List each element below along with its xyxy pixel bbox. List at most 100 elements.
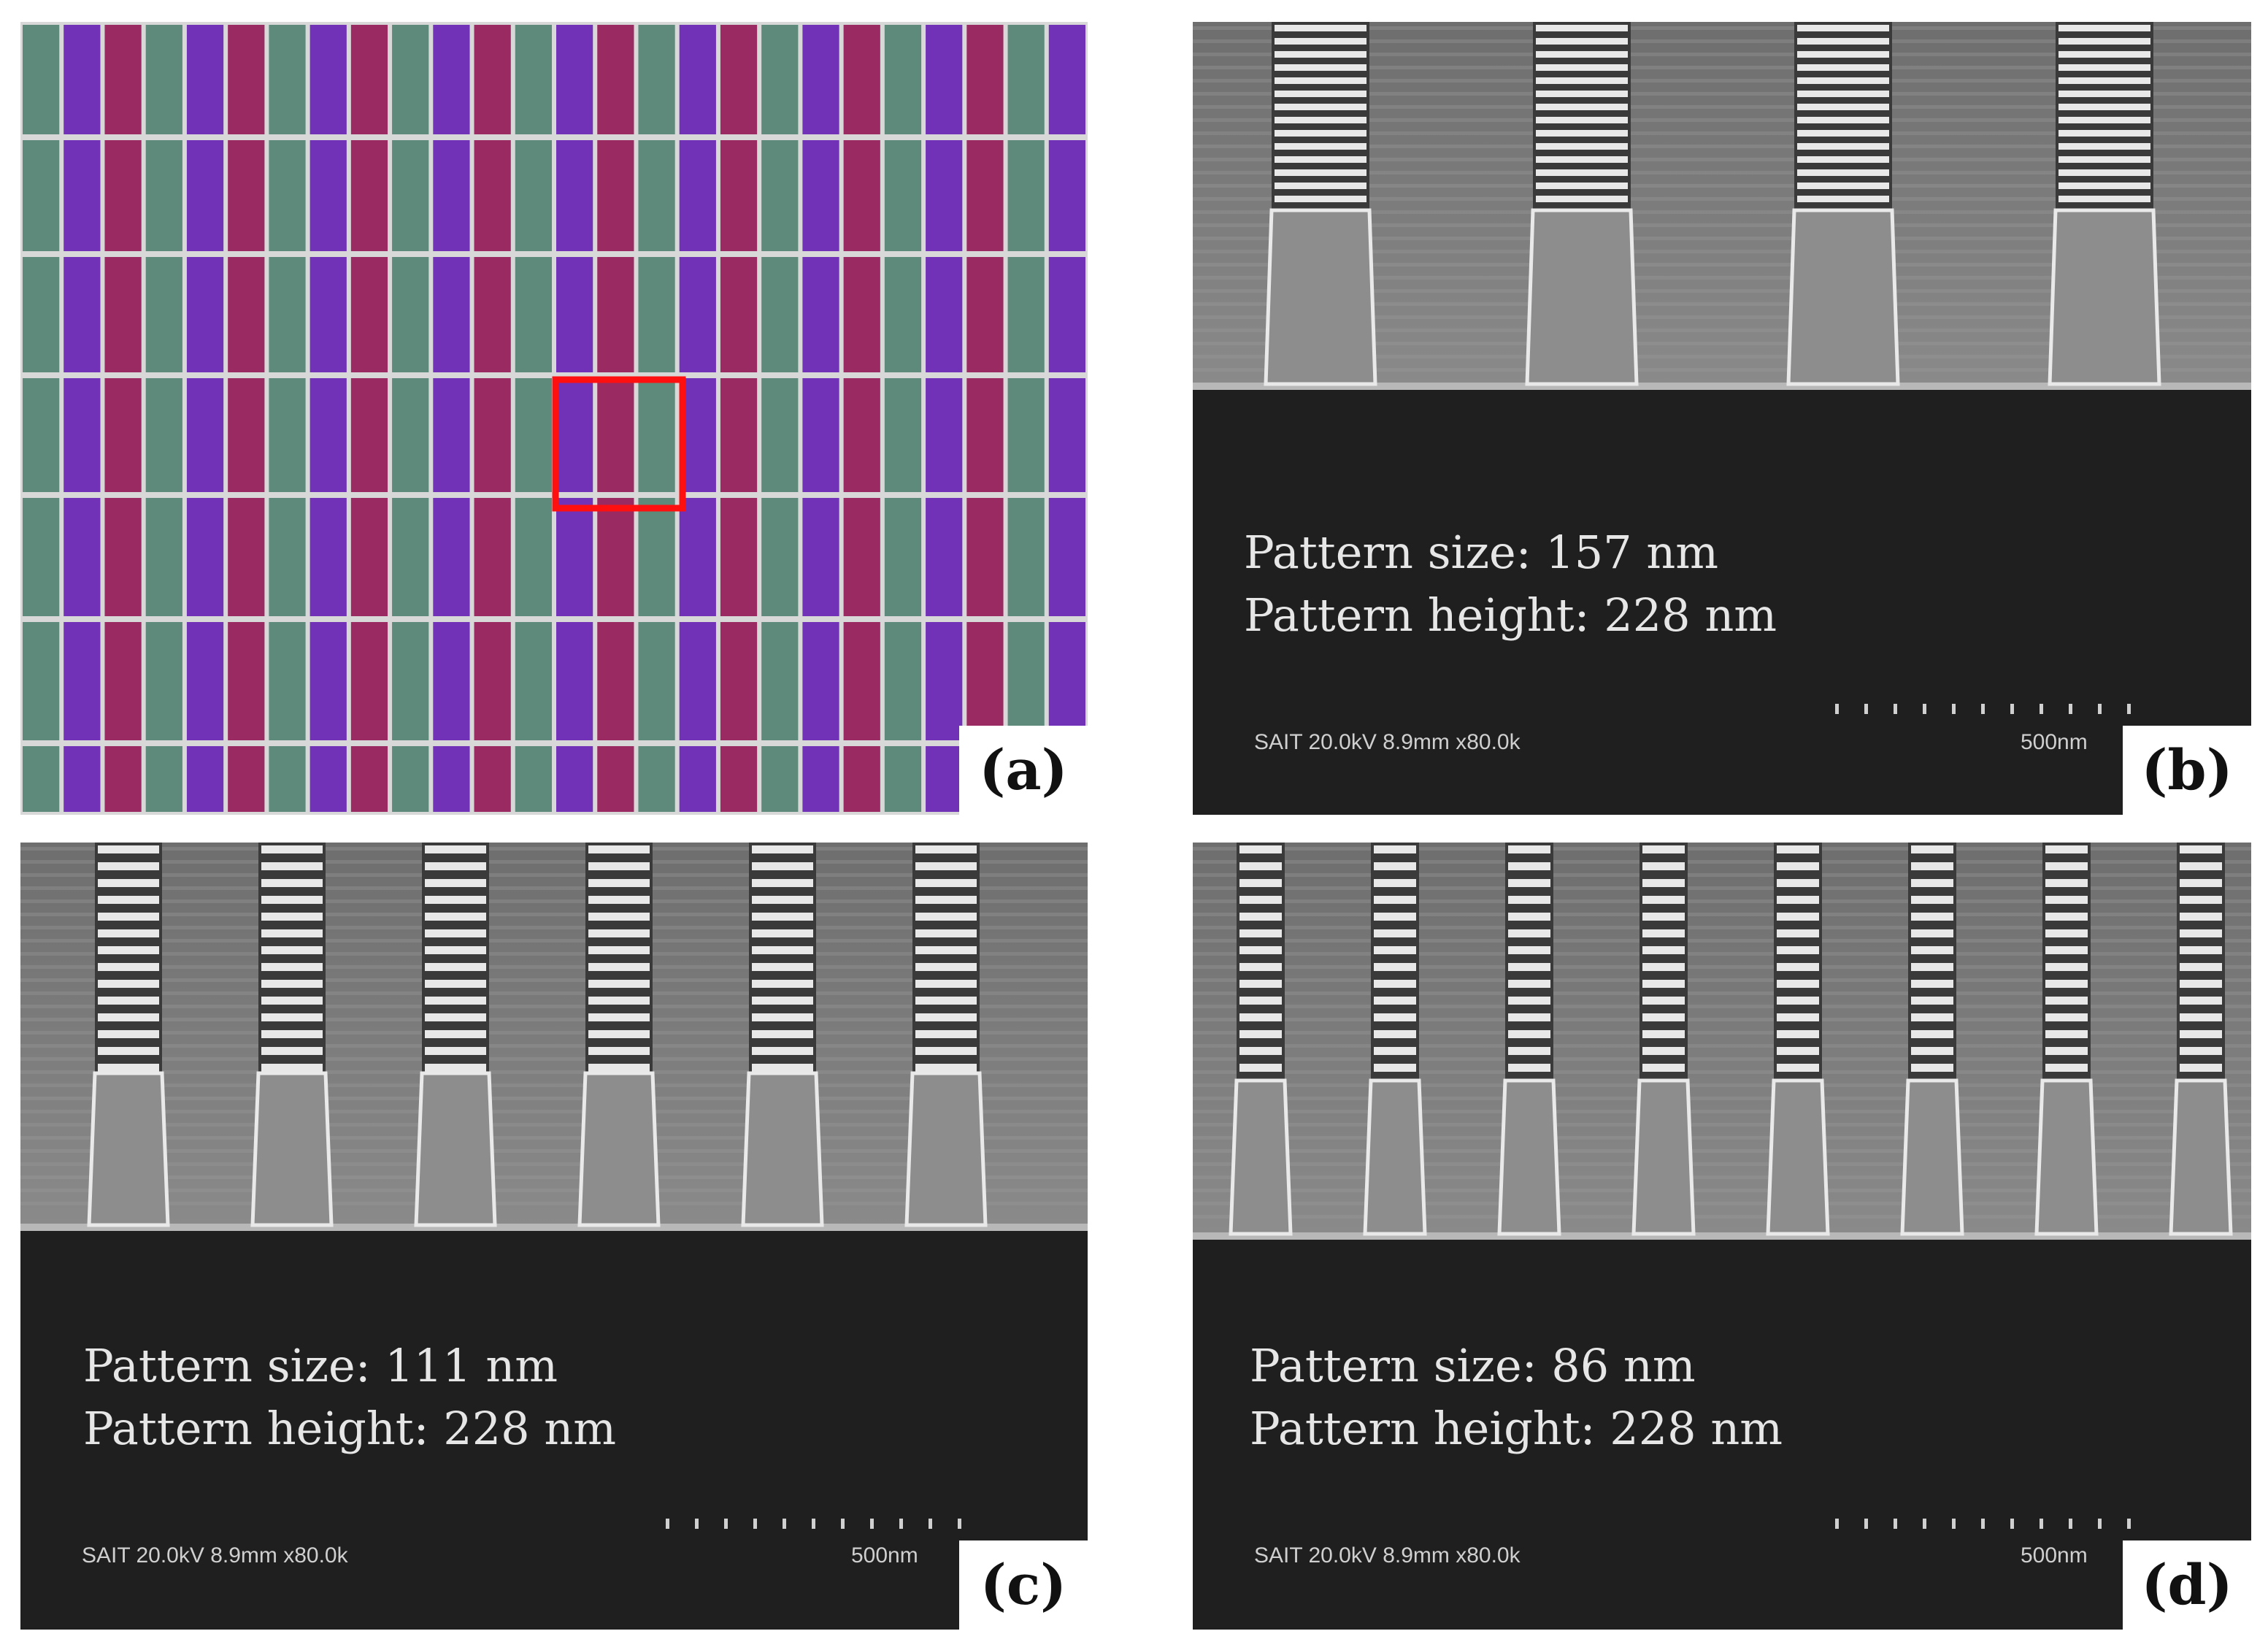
filter-cell	[433, 622, 470, 740]
grating-stripe	[1193, 171, 2251, 174]
grating-stripe	[1193, 302, 2251, 306]
filter-cell	[145, 140, 182, 251]
pillar-face	[904, 1071, 988, 1227]
ladder-rung	[1911, 946, 1953, 954]
ladder-rung	[588, 1047, 650, 1055]
ladder-rung	[1777, 997, 1819, 1005]
grating-stripe	[1193, 1202, 2251, 1205]
panel-label-d: (d)	[2123, 1540, 2251, 1630]
grating-stripe	[1193, 145, 2251, 148]
filter-cell	[64, 25, 101, 134]
ladder-rung	[2045, 1064, 2088, 1072]
ladder-rung	[1239, 1064, 1282, 1072]
grating-stripe	[20, 847, 1088, 851]
filter-cell	[228, 746, 265, 812]
pillar-face	[1631, 1078, 1696, 1236]
grating-stripe	[1193, 847, 2251, 851]
ladder-rung	[1275, 169, 1366, 176]
pillar-ladder	[749, 843, 816, 1073]
ladder-rung	[1374, 845, 1416, 853]
pillar-face	[741, 1071, 824, 1227]
filter-cell	[1007, 257, 1045, 372]
grating-stripe	[20, 1031, 1088, 1035]
ladder-rung	[1642, 929, 1685, 937]
ladder-rung	[1239, 862, 1282, 870]
filter-cell	[1048, 257, 1085, 372]
grating-stripe	[1193, 329, 2251, 332]
grating-stripe	[1193, 1057, 2251, 1061]
grating-stripe	[1193, 926, 2251, 929]
pillar-ladder	[1908, 843, 1956, 1081]
ladder-rung	[1275, 38, 1366, 45]
ladder-rung	[1797, 183, 1889, 189]
filter-cell	[392, 25, 429, 134]
ladder-rung	[425, 862, 486, 870]
ladder-rung	[1239, 963, 1282, 971]
grating-stripe	[20, 1189, 1088, 1192]
ladder-rung	[1797, 117, 1889, 123]
filter-cell	[843, 378, 880, 492]
grating-stripe	[20, 873, 1088, 877]
grating-stripe	[20, 886, 1088, 890]
filter-cell	[23, 498, 60, 616]
grating-stripe	[20, 1018, 1088, 1021]
filter-cell	[228, 378, 265, 492]
ladder-rung	[1911, 1047, 1953, 1055]
grating-stripe	[1193, 873, 2251, 877]
ladder-rung	[261, 997, 323, 1005]
grating-stripe	[1193, 368, 2251, 372]
ladder-rung	[261, 1030, 323, 1038]
ladder-rung	[1911, 963, 1953, 971]
filter-cell	[843, 498, 880, 616]
ladder-rung	[915, 929, 977, 937]
grating-stripe	[20, 1162, 1088, 1166]
sem-meta-text-c: SAIT 20.0kV 8.9mm x80.0k	[82, 1543, 348, 1568]
sem-panel-d: Pattern size: 86 nm Pattern height: 228 …	[1193, 843, 2251, 1630]
ladder-rung	[2059, 77, 2150, 84]
filter-cell	[433, 25, 470, 134]
ladder-rung	[2045, 896, 2088, 904]
filter-cell	[186, 622, 224, 740]
ladder-rung	[1508, 963, 1550, 971]
ladder-rung	[425, 1013, 486, 1021]
filter-cell	[350, 378, 388, 492]
grating-stripe	[1193, 1136, 2251, 1140]
ladder-rung	[261, 946, 323, 954]
filter-cell	[1007, 140, 1045, 251]
ladder-rung	[1642, 963, 1685, 971]
filter-cell	[474, 25, 511, 134]
ladder-rung	[1797, 169, 1889, 176]
grating-stripe	[1193, 250, 2251, 253]
filter-cell	[269, 746, 306, 812]
filter-cell	[556, 378, 593, 492]
filter-cell	[269, 25, 306, 134]
ladder-rung	[1797, 77, 1889, 84]
filter-cell	[884, 378, 922, 492]
ladder-rung	[1797, 156, 1889, 163]
filter-cell	[228, 622, 265, 740]
ladder-rung	[1642, 1047, 1685, 1055]
ladder-rung	[915, 913, 977, 921]
grating-stripe	[20, 978, 1088, 982]
filter-cell	[64, 746, 101, 812]
grating-stripe	[20, 1097, 1088, 1100]
ladder-rung	[2180, 997, 2222, 1005]
filter-cell	[433, 140, 470, 251]
filter-cell	[966, 378, 1004, 492]
ladder-rung	[98, 862, 159, 870]
ladder-rung	[588, 997, 650, 1005]
grating-stripe	[1193, 39, 2251, 43]
filter-cell	[638, 140, 675, 251]
pattern-height-text-d: Pattern height: 228 nm	[1250, 1402, 1783, 1455]
ladder-rung	[588, 1013, 650, 1021]
ladder-rung	[1911, 845, 1953, 853]
filter-cell	[515, 498, 552, 616]
ladder-rung	[915, 946, 977, 954]
filter-cell	[1048, 622, 1085, 740]
ladder-rung	[1911, 980, 1953, 988]
ladder-rung	[2059, 38, 2150, 45]
ladder-rung	[261, 963, 323, 971]
ladder-rung	[2045, 946, 2088, 954]
filter-cell	[556, 498, 593, 616]
sem-image-c	[20, 843, 1088, 1630]
